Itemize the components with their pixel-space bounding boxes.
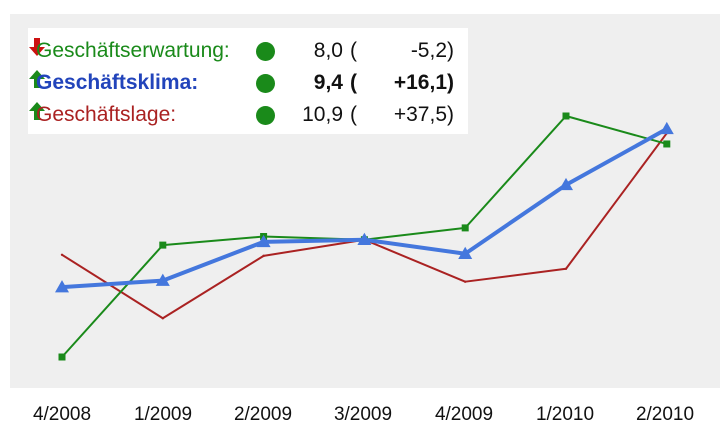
data-point <box>562 112 570 120</box>
legend-row-geschaeftserwartung: Geschäftserwartung: 8,0 ( -5,2) <box>28 36 468 66</box>
legend-label: Geschäftserwartung: <box>36 39 230 62</box>
arrow-down-icon <box>29 38 45 56</box>
x-tick-label: 1/2010 <box>535 404 595 425</box>
data-point <box>357 232 372 245</box>
x-tick-label: 2/2009 <box>233 404 293 425</box>
x-tick-label: 2/2010 <box>635 404 695 425</box>
data-point <box>55 280 69 293</box>
x-tick-label: 3/2009 <box>333 404 393 425</box>
status-dot-icon <box>256 74 275 93</box>
data-point <box>559 177 573 191</box>
x-tick-label: 4/2008 <box>32 404 92 425</box>
series-layer <box>55 112 674 361</box>
data-point <box>161 317 164 320</box>
data-point <box>564 267 568 270</box>
legend-label: Geschäftslage: <box>36 103 177 126</box>
legend-row-geschaeftslage: Geschäftslage: 10,9 ( +37,5) <box>28 100 468 130</box>
legend-change: +37,5) <box>393 103 454 126</box>
data-point <box>58 353 66 361</box>
data-point <box>155 273 170 286</box>
legend-change: -5,2) <box>410 39 454 62</box>
data-point <box>60 253 64 256</box>
x-tick-label: 1/2009 <box>133 404 193 425</box>
data-point <box>256 234 271 248</box>
data-point <box>461 224 469 232</box>
legend-value: 8,0 <box>313 39 343 62</box>
status-dot-icon <box>256 42 275 61</box>
legend-label: Geschäftsklima: <box>36 71 199 94</box>
data-point <box>663 140 671 148</box>
data-point <box>659 121 674 135</box>
data-point <box>464 280 467 283</box>
legend-paren-open: ( <box>350 39 357 62</box>
x-tick-label: 4/2009 <box>434 404 494 425</box>
legend: Geschäftserwartung: 8,0 ( -5,2) Geschäft… <box>28 28 468 134</box>
data-point <box>262 254 265 258</box>
status-dot-icon <box>256 106 275 125</box>
legend-value: 10,9 <box>302 103 343 126</box>
data-point <box>458 246 473 259</box>
arrow-up-icon <box>29 102 45 120</box>
legend-paren-open: ( <box>350 103 357 126</box>
data-point <box>159 241 167 249</box>
legend-row-geschaeftsklima: Geschäftsklima: 9,4 ( +16,1) <box>28 68 468 98</box>
legend-paren-open: ( <box>350 71 357 94</box>
legend-value: 9,4 <box>313 71 343 94</box>
legend-change: +16,1) <box>393 71 454 94</box>
arrow-up-icon <box>29 70 45 88</box>
